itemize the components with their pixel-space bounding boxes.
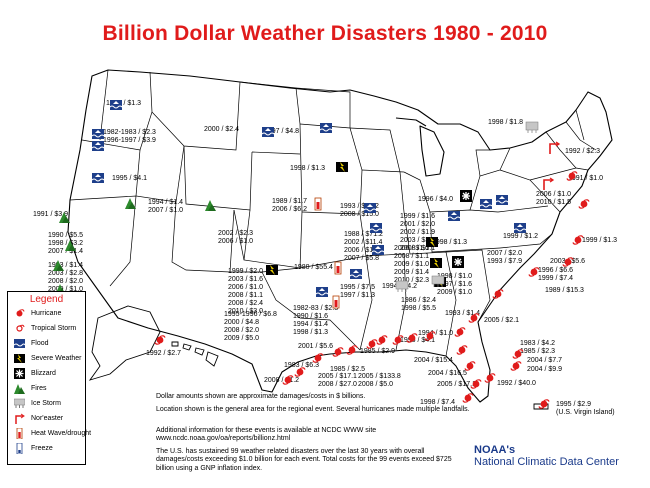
tropical-storm-icon	[16, 324, 25, 332]
map-label: 2005 / $17.1	[437, 381, 476, 388]
map-label: 1998 / $7.4	[420, 399, 456, 406]
map-label: 2008 / $1.2	[264, 377, 300, 384]
legend-item-label: Ice Storm	[31, 400, 61, 407]
map-label: 2007 / $2.0 1993 / $7.9	[487, 250, 523, 265]
map-label: 1999 / $2.0 2003 / $1.6 2006 / $1.0 2008…	[228, 268, 264, 315]
org-center: National Climatic Data Center	[474, 456, 619, 468]
legend-item-label: Hurricane	[31, 310, 62, 317]
note-amounts: Dollar amounts shown are approximate dam…	[156, 393, 366, 400]
legend-item-label: Fires	[31, 385, 47, 392]
map-label: 1998 / $1.3	[290, 165, 326, 172]
legend-item-label: Heat Wave/drought	[31, 430, 92, 437]
map-label: 1982-1983 / $2.3 1996-1997 / $3.9	[103, 129, 156, 144]
map-label: 2004 / $7.7	[527, 357, 563, 364]
map-label: 2004 / $9.9	[527, 366, 563, 373]
map-label: 1995 / $2.9 (U.S. Virgin Island)	[556, 401, 615, 416]
map-label: 2000 / $2.4	[204, 126, 240, 133]
note-more-info: Additional information for these events …	[156, 427, 377, 443]
map-label: 1985 / $2.9	[360, 348, 396, 355]
map-title: Billion Dollar Weather Disasters 1980 - …	[102, 22, 548, 45]
map-label: 2005 / $17.1 2008 / $27.0	[318, 373, 357, 388]
map-label: 1999 / $1.3	[582, 237, 618, 244]
map-label: 1985 / $2.5	[330, 366, 366, 373]
map-label: 1998 / $1.3	[432, 239, 468, 246]
map-label: 1991 / $1.0	[568, 175, 604, 182]
legend-item-label: Nor'easter	[31, 415, 64, 422]
map-label: 1980 / $55.4	[294, 264, 333, 271]
map-label: 1994 / $1.0	[418, 330, 454, 337]
map-label: 2001 / $5.6	[298, 343, 334, 350]
note-summary: The U.S. has sustained 99 weather relate…	[156, 448, 452, 472]
note-location: Location shown is the general area for t…	[156, 406, 470, 413]
map-label: 1992 / $2.3	[565, 148, 601, 155]
map-label: 1999 / $1.2	[503, 233, 539, 240]
map-label: 1983 / $4.2 1985 / $2.3	[520, 340, 556, 355]
map-label: 1986 / $2.4 1998 / $5.5	[401, 297, 437, 312]
legend-item-label: Severe Weather	[31, 355, 82, 362]
map-label: 1997 / $4.8	[264, 128, 300, 135]
freeze-icon	[16, 443, 23, 454]
map-label: 1995-1996 / $6.8 2000 / $4.8 2008 / $2.0…	[224, 311, 277, 342]
map-label: 1992 / $40.0	[497, 380, 536, 387]
blizzard-icon	[14, 368, 25, 379]
map-label: 2005 / $133.8 2008 / $5.0	[358, 373, 401, 388]
heat-wave-icon	[16, 428, 23, 439]
map-label: 2002 / $2.3 2006 / $1.0	[218, 230, 254, 245]
map-label: 1990 / $5.5 1998 / $3.2 2007 / $1.4	[48, 232, 84, 255]
map-label: 1995 / $4.1	[112, 175, 148, 182]
map-label: 1991 / $3.9	[33, 211, 69, 218]
map-label: 2004 / $15.4	[414, 357, 453, 364]
fire-icon	[14, 384, 25, 394]
map-label: 2004 / $16.5	[428, 370, 467, 377]
legend-title: Legend	[29, 294, 64, 305]
map-label: 1992 / $2.7	[146, 350, 182, 357]
map-label: 2006 / $1.0 2010 / $1.5	[536, 191, 572, 206]
map-label: 1998 / $1.8	[488, 119, 524, 126]
legend-item-label: Tropical Storm	[31, 325, 77, 332]
map-label: 1993 / $1.4	[445, 310, 481, 317]
us-outline	[67, 69, 613, 403]
org-name: NOAA's	[474, 444, 516, 456]
map-label: 1995 / $4.1	[400, 337, 436, 344]
legend-item-label: Flood	[31, 340, 49, 347]
map-label: 1982-83 / $2.3 1990 / $1.6 1994 / $1.4 1…	[293, 305, 339, 336]
map-label: 1996 / $1.3	[106, 100, 142, 107]
map-label: 1994 / $1.4 2007 / $1.0	[148, 199, 184, 214]
map-label: 1996 / $6.6 1999 / $7.4	[538, 267, 574, 282]
hurricane-icon	[16, 309, 25, 317]
map-label: 2006 / $1.0 2008 / $1.1 2009 / $1.0 2009…	[394, 245, 430, 284]
legend-item-label: Freeze	[31, 445, 53, 452]
legend-item-label: Blizzard	[31, 370, 56, 377]
map-label: 1996 / $4.0	[418, 196, 454, 203]
severe-weather-icon	[14, 354, 25, 363]
map-label: 2005 / $2.1	[484, 317, 520, 324]
map-label: 1983 / $6.3	[284, 362, 320, 369]
ice-storm-icon	[14, 398, 25, 408]
noreaster-icon	[15, 413, 25, 424]
map-label: 1989 / $1.7 2006 / $6.2	[272, 198, 308, 213]
flood-icon	[14, 339, 25, 348]
map-label: 1995 / $7.5 1997 / $1.3	[340, 284, 376, 299]
map-label: 1989 / $15.3	[545, 287, 584, 294]
legend: Legend Hurricane Tropical Storm Flood Se…	[7, 291, 91, 465]
